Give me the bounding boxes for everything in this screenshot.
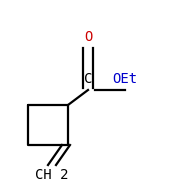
Text: CH 2: CH 2 xyxy=(35,168,69,182)
Text: C: C xyxy=(84,72,92,86)
Text: O: O xyxy=(84,30,92,44)
Text: OEt: OEt xyxy=(112,72,137,86)
